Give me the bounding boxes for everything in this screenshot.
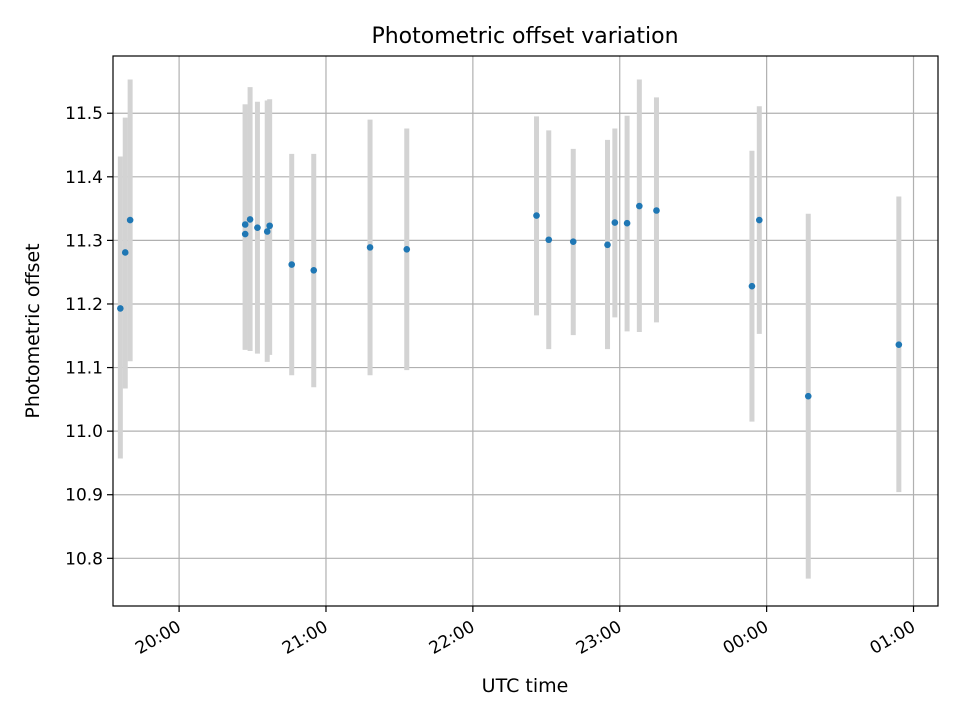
data-point xyxy=(263,228,271,235)
y-tick-label: 11.4 xyxy=(65,168,103,188)
y-tick-label: 10.9 xyxy=(65,486,103,506)
data-point xyxy=(241,230,249,238)
data-point xyxy=(126,216,134,224)
data-point xyxy=(636,202,643,210)
data-point xyxy=(366,244,374,251)
data-point xyxy=(266,222,273,230)
data-point xyxy=(895,341,903,348)
y-axis-label: Photometric offset xyxy=(22,243,44,418)
data-point xyxy=(545,236,553,244)
x-axis-label: UTC time xyxy=(482,675,569,697)
data-point xyxy=(241,221,249,228)
data-point xyxy=(748,282,756,290)
data-point xyxy=(623,219,631,227)
chart-title: Photometric offset variation xyxy=(371,24,678,49)
data-point xyxy=(246,216,254,223)
data-point xyxy=(403,245,411,253)
y-tick-label: 11.3 xyxy=(65,231,103,251)
y-tick-label: 11.1 xyxy=(65,359,103,379)
data-point xyxy=(569,238,577,245)
plot-frame xyxy=(112,55,939,607)
data-point xyxy=(288,261,296,268)
data-point xyxy=(804,392,812,400)
data-point xyxy=(611,219,619,226)
data-point xyxy=(310,266,318,274)
y-tick-label: 11.5 xyxy=(65,104,103,124)
data-point xyxy=(755,216,763,224)
data-point xyxy=(121,249,129,256)
y-tick-label: 11.0 xyxy=(65,422,103,442)
data-point xyxy=(653,207,660,214)
data-point xyxy=(117,305,124,312)
data-point xyxy=(254,224,261,231)
y-axis-ticks: 10.8 10.9 11.0 11.1 11.2 11.3 11.4 11.5 xyxy=(65,104,113,569)
data-point xyxy=(533,212,540,219)
data-points xyxy=(117,202,903,400)
data-point xyxy=(604,241,611,249)
y-tick-label: 10.8 xyxy=(65,549,103,569)
y-tick-label: 11.2 xyxy=(65,295,103,315)
